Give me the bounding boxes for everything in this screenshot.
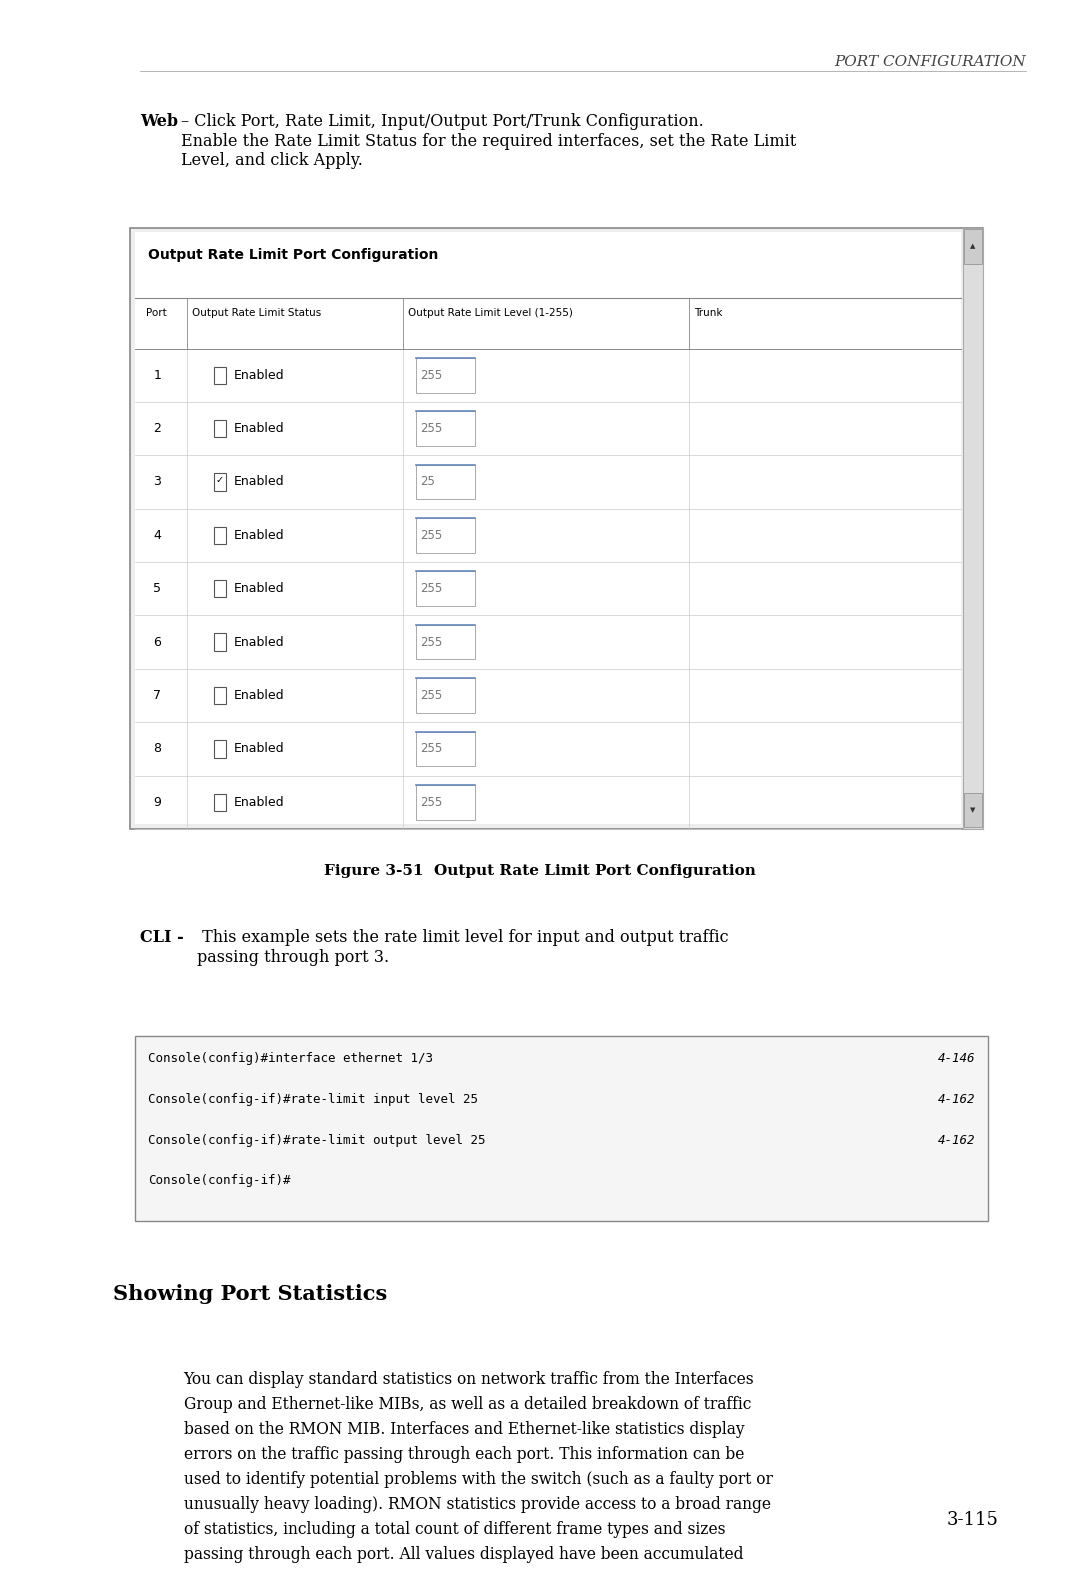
Text: 3-115: 3-115 (947, 1512, 999, 1529)
Text: Enabled: Enabled (233, 689, 284, 702)
Text: ✓: ✓ (216, 476, 224, 485)
Text: 5: 5 (153, 582, 161, 595)
Text: Showing Port Statistics: Showing Port Statistics (113, 1284, 388, 1305)
FancyBboxPatch shape (214, 528, 226, 545)
Text: – Click Port, Rate Limit, Input/Output Port/Trunk Configuration.
Enable the Rate: – Click Port, Rate Limit, Input/Output P… (181, 113, 797, 170)
FancyBboxPatch shape (214, 741, 226, 758)
Text: 255: 255 (420, 422, 443, 435)
FancyBboxPatch shape (964, 229, 982, 264)
Text: Enabled: Enabled (233, 796, 284, 809)
Text: Console(config)#interface ethernet 1/3: Console(config)#interface ethernet 1/3 (148, 1052, 433, 1064)
Text: Figure 3-51  Output Rate Limit Port Configuration: Figure 3-51 Output Rate Limit Port Confi… (324, 864, 756, 878)
Text: 255: 255 (420, 796, 443, 809)
FancyBboxPatch shape (416, 518, 475, 553)
Text: Enabled: Enabled (233, 369, 284, 382)
Text: 255: 255 (420, 369, 443, 382)
Text: Port: Port (146, 308, 166, 317)
FancyBboxPatch shape (964, 793, 982, 827)
FancyBboxPatch shape (214, 688, 226, 705)
FancyBboxPatch shape (130, 228, 983, 829)
FancyBboxPatch shape (135, 1036, 988, 1221)
FancyBboxPatch shape (416, 732, 475, 766)
FancyBboxPatch shape (963, 228, 983, 829)
Text: Enabled: Enabled (233, 582, 284, 595)
Text: You can display standard statistics on network traffic from the Interfaces
Group: You can display standard statistics on n… (184, 1371, 778, 1570)
Text: 255: 255 (420, 636, 443, 648)
Text: 4-146: 4-146 (937, 1052, 975, 1064)
Text: 9: 9 (153, 796, 161, 809)
Text: Web: Web (140, 113, 178, 130)
FancyBboxPatch shape (214, 794, 226, 812)
Text: 255: 255 (420, 689, 443, 702)
Text: Enabled: Enabled (233, 476, 284, 488)
FancyBboxPatch shape (214, 634, 226, 652)
Text: CLI -: CLI - (140, 929, 185, 947)
FancyBboxPatch shape (416, 785, 475, 820)
Text: Enabled: Enabled (233, 529, 284, 542)
Text: ▼: ▼ (971, 807, 975, 813)
Text: Output Rate Limit Status: Output Rate Limit Status (192, 308, 322, 317)
Text: 255: 255 (420, 529, 443, 542)
FancyBboxPatch shape (416, 465, 475, 499)
FancyBboxPatch shape (416, 571, 475, 606)
Text: Enabled: Enabled (233, 422, 284, 435)
Text: 7: 7 (153, 689, 161, 702)
Text: This example sets the rate limit level for input and output traffic
passing thro: This example sets the rate limit level f… (197, 929, 728, 966)
FancyBboxPatch shape (416, 358, 475, 392)
FancyBboxPatch shape (416, 625, 475, 659)
Text: 1: 1 (153, 369, 161, 382)
Text: 255: 255 (420, 743, 443, 755)
Text: Console(config-if)#rate-limit input level 25: Console(config-if)#rate-limit input leve… (148, 1093, 478, 1105)
FancyBboxPatch shape (135, 232, 961, 824)
Text: 25: 25 (420, 476, 435, 488)
FancyBboxPatch shape (214, 421, 226, 438)
Text: Trunk: Trunk (694, 308, 723, 317)
Text: 4-162: 4-162 (937, 1093, 975, 1105)
Text: 3: 3 (153, 476, 161, 488)
Text: Output Rate Limit Port Configuration: Output Rate Limit Port Configuration (148, 248, 438, 262)
Text: Console(config-if)#: Console(config-if)# (148, 1174, 291, 1187)
Text: 4-162: 4-162 (937, 1134, 975, 1146)
Text: 6: 6 (153, 636, 161, 648)
Text: Enabled: Enabled (233, 636, 284, 648)
Text: Console(config-if)#rate-limit output level 25: Console(config-if)#rate-limit output lev… (148, 1134, 486, 1146)
Text: PORT CONFIGURATION: PORT CONFIGURATION (834, 55, 1026, 69)
FancyBboxPatch shape (214, 367, 226, 385)
FancyBboxPatch shape (214, 581, 226, 598)
Text: ▲: ▲ (971, 243, 975, 250)
FancyBboxPatch shape (416, 678, 475, 713)
FancyBboxPatch shape (416, 411, 475, 446)
Text: Enabled: Enabled (233, 743, 284, 755)
FancyBboxPatch shape (214, 474, 226, 490)
Text: 2: 2 (153, 422, 161, 435)
Text: Output Rate Limit Level (1-255): Output Rate Limit Level (1-255) (408, 308, 573, 317)
Text: 255: 255 (420, 582, 443, 595)
Text: 4: 4 (153, 529, 161, 542)
Text: 8: 8 (153, 743, 161, 755)
